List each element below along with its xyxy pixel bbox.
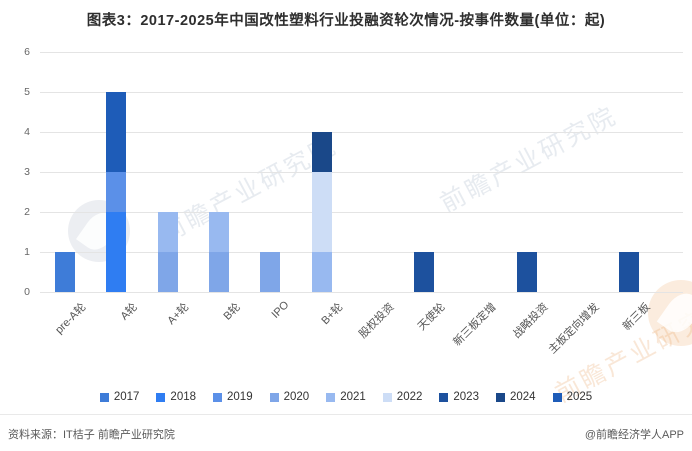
bar-segment-2024-B+轮: [311, 132, 332, 172]
x-axis-category-label: 股权投资: [356, 301, 397, 341]
x-axis-category-label: 主板定向增发: [546, 301, 602, 357]
legend-swatch: [495, 392, 505, 402]
legend-label: 2019: [227, 391, 253, 403]
x-axis-category-label: 战略投资: [510, 301, 551, 341]
bar-segment-2023-战略投资: [516, 252, 537, 292]
legend-label: 2024: [509, 391, 536, 403]
bar-segment-2021-B+轮: [311, 252, 332, 292]
legend-item-2020: 2020: [269, 391, 310, 403]
gridline: [40, 212, 683, 213]
x-axis-category-label: A轮: [118, 301, 140, 323]
bar-segment-2022-B+轮: [311, 172, 332, 252]
gridline: [40, 52, 683, 53]
legend-swatch: [156, 392, 166, 402]
gridline: [40, 132, 683, 133]
x-axis-category-label: IPO: [269, 299, 292, 321]
bar-segment-2021-A+轮: [157, 212, 178, 252]
legend-label: 2021: [340, 391, 366, 403]
legend-item-2022: 2022: [382, 391, 423, 403]
bar-segment-2019-A轮: [106, 172, 127, 212]
x-axis-category-label: pre-A轮: [53, 301, 89, 337]
legend-item-2017: 2017: [99, 391, 140, 403]
legend-swatch: [269, 392, 279, 402]
legend-swatch: [552, 392, 562, 402]
legend-label: 2023: [453, 391, 479, 403]
bar-segment-2018-A轮: [106, 212, 127, 292]
bar-segment-2023-天使轮: [414, 252, 435, 292]
bar-segment-2021-B轮: [208, 212, 229, 252]
source-note: 资料来源：IT桔子 前瞻产业研究院: [8, 429, 175, 441]
bar-segment-2020-IPO: [260, 252, 281, 292]
legend-label: 2018: [170, 391, 197, 403]
gridline: [40, 292, 683, 293]
y-axis-tick-label: 0: [24, 286, 30, 298]
chart-legend: 2017 2018 2019 2020 2021 2022 2023 2024 2025: [0, 391, 692, 403]
legend-label: 2022: [396, 391, 423, 403]
gridline: [40, 252, 683, 253]
gridline: [40, 172, 683, 173]
gridline: [40, 92, 683, 93]
y-axis-tick-label: 6: [24, 46, 30, 58]
legend-label: 2017: [113, 391, 140, 403]
legend-swatch: [326, 392, 336, 402]
y-axis-tick-label: 1: [24, 246, 30, 258]
legend-swatch: [439, 392, 449, 402]
legend-swatch: [213, 392, 223, 402]
y-axis-tick-label: 5: [24, 86, 30, 98]
x-axis-category-label: A+轮: [165, 301, 192, 328]
legend-item-2021: 2021: [326, 391, 366, 403]
bar-segment-2020-B轮: [208, 252, 229, 292]
bar-segment-2023-新三板: [619, 252, 640, 292]
footer-divider: [0, 414, 692, 415]
legend-label: 2025: [566, 391, 593, 403]
x-axis-category-label: 新三板: [621, 301, 653, 333]
x-axis-category-label: B+轮: [319, 301, 346, 328]
legend-item-2024: 2024: [495, 391, 536, 403]
credit-note: @前瞻经济学人APP: [584, 429, 684, 441]
y-axis-tick-label: 2: [24, 206, 30, 218]
legend-label: 2020: [283, 391, 310, 403]
legend-item-2019: 2019: [213, 391, 253, 403]
y-axis-tick-label: 3: [24, 166, 30, 178]
bar-segment-2025-A轮: [106, 92, 127, 172]
y-axis-tick-label: 4: [24, 126, 30, 138]
legend-swatch: [382, 392, 392, 402]
bar-segment-2020-A+轮: [157, 252, 178, 292]
legend-item-2023: 2023: [439, 391, 479, 403]
x-axis-category-label: B轮: [221, 301, 243, 323]
legend-swatch: [99, 392, 109, 402]
bar-segment-2017-pre-A轮: [55, 252, 75, 292]
legend-item-2025: 2025: [552, 391, 593, 403]
legend-item-2018: 2018: [156, 391, 196, 403]
chart-title: 图表3：2017-2025年中国改性塑料行业投融资轮次情况-按事件数量(单位：起…: [86, 13, 606, 29]
x-axis-category-label: 新三板定增: [451, 301, 500, 349]
x-axis-category-label: 天使轮: [415, 301, 448, 333]
